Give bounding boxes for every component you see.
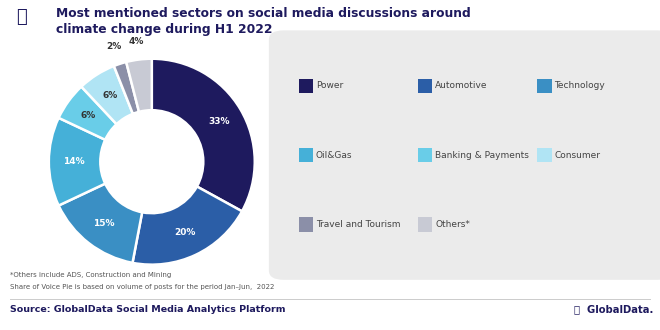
Bar: [418, 217, 432, 232]
Wedge shape: [126, 59, 152, 112]
Wedge shape: [59, 87, 117, 140]
Bar: [299, 79, 313, 93]
Bar: [299, 148, 313, 162]
Text: ⧗: ⧗: [16, 8, 27, 26]
Wedge shape: [49, 118, 105, 206]
Text: Power: Power: [315, 81, 343, 90]
Text: *Others include ADS, Construction and Mining: *Others include ADS, Construction and Mi…: [10, 272, 171, 278]
Text: 20%: 20%: [174, 228, 196, 237]
Text: Oil&Gas: Oil&Gas: [315, 150, 352, 160]
Bar: [537, 79, 552, 93]
Text: 33%: 33%: [209, 117, 230, 126]
Wedge shape: [81, 66, 133, 124]
Text: 6%: 6%: [102, 91, 117, 100]
Text: Travel and Tourism: Travel and Tourism: [315, 220, 400, 229]
Text: Source: GlobalData Social Media Analytics Platform: Source: GlobalData Social Media Analytic…: [10, 305, 285, 314]
Text: Share of Voice Pie is based on volume of posts for the period Jan–Jun,  2022: Share of Voice Pie is based on volume of…: [10, 284, 275, 290]
Text: Others*: Others*: [435, 220, 470, 229]
Text: Most mentioned sectors on social media discussions around: Most mentioned sectors on social media d…: [56, 7, 471, 19]
Text: 6%: 6%: [81, 111, 96, 120]
Text: Automotive: Automotive: [435, 81, 488, 90]
Bar: [418, 79, 432, 93]
Text: Technology: Technology: [554, 81, 605, 90]
Text: 14%: 14%: [63, 157, 84, 166]
Wedge shape: [114, 62, 139, 114]
Wedge shape: [133, 186, 242, 265]
Bar: [299, 217, 313, 232]
Text: 15%: 15%: [93, 219, 115, 228]
Bar: [537, 148, 552, 162]
Text: 4%: 4%: [129, 37, 145, 46]
Wedge shape: [59, 183, 142, 263]
Text: Banking & Payments: Banking & Payments: [435, 150, 529, 160]
Text: 2%: 2%: [107, 42, 122, 50]
Text: ⧗  GlobalData.: ⧗ GlobalData.: [574, 305, 653, 314]
Wedge shape: [152, 59, 255, 211]
Text: Consumer: Consumer: [554, 150, 601, 160]
Text: climate change during H1 2022: climate change during H1 2022: [56, 23, 273, 36]
FancyBboxPatch shape: [269, 30, 660, 280]
Bar: [418, 148, 432, 162]
